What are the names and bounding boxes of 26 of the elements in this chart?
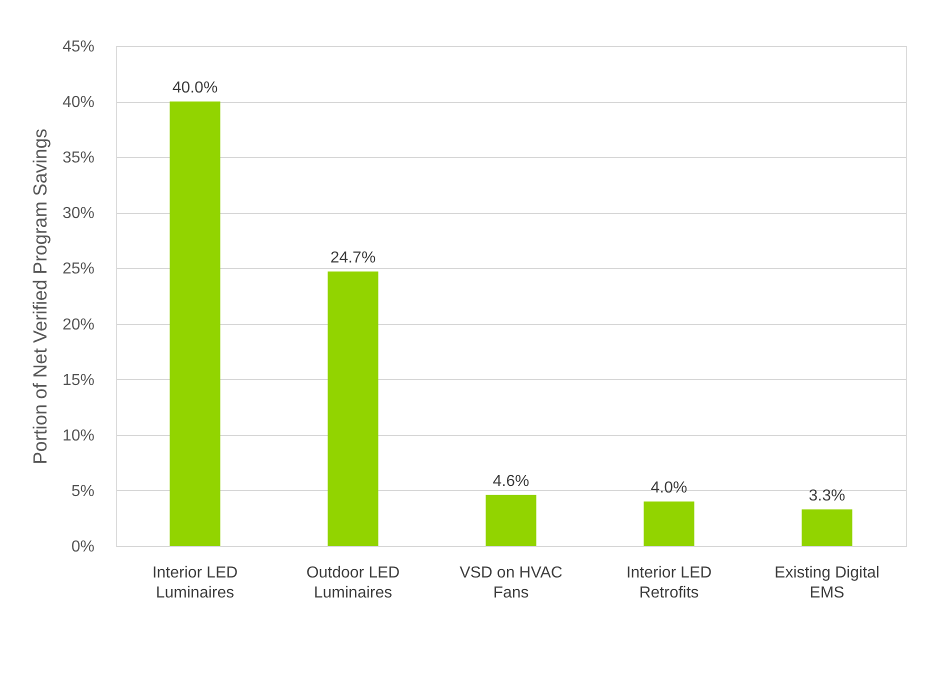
y-tick-label: 0% xyxy=(71,538,94,556)
y-tick-label: 35% xyxy=(62,150,94,167)
bar xyxy=(328,272,378,546)
data-label: 4.0% xyxy=(650,480,688,497)
data-label: 24.7% xyxy=(330,250,376,267)
data-label: 40.0% xyxy=(172,80,218,97)
y-axis-title: Portion of Net Verified Program Savings xyxy=(30,128,52,464)
y-tick-label: 25% xyxy=(62,260,94,278)
x-tick-label: Outdoor LED Luminaires xyxy=(306,564,400,602)
bar xyxy=(644,502,694,546)
x-tick-label: Existing Digital EMS xyxy=(774,564,880,602)
y-tick-label: 15% xyxy=(62,372,94,389)
y-tick-label: 40% xyxy=(62,94,94,112)
x-tick-label: Interior LED Luminaires xyxy=(152,564,238,602)
bar xyxy=(486,494,536,546)
bar xyxy=(802,509,852,546)
x-tick-label: Interior LED Retrofits xyxy=(626,564,712,602)
data-label: 4.6% xyxy=(492,472,530,490)
bar xyxy=(170,102,220,546)
x-tick-label: VSD on HVAC Fans xyxy=(460,564,562,602)
y-tick-label: 5% xyxy=(71,482,94,500)
y-tick-label: 30% xyxy=(62,205,94,222)
y-tick-label: 20% xyxy=(62,316,94,334)
y-tick-label: 10% xyxy=(62,427,94,444)
y-tick-label: 45% xyxy=(62,38,94,56)
data-label: 3.3% xyxy=(808,487,846,504)
